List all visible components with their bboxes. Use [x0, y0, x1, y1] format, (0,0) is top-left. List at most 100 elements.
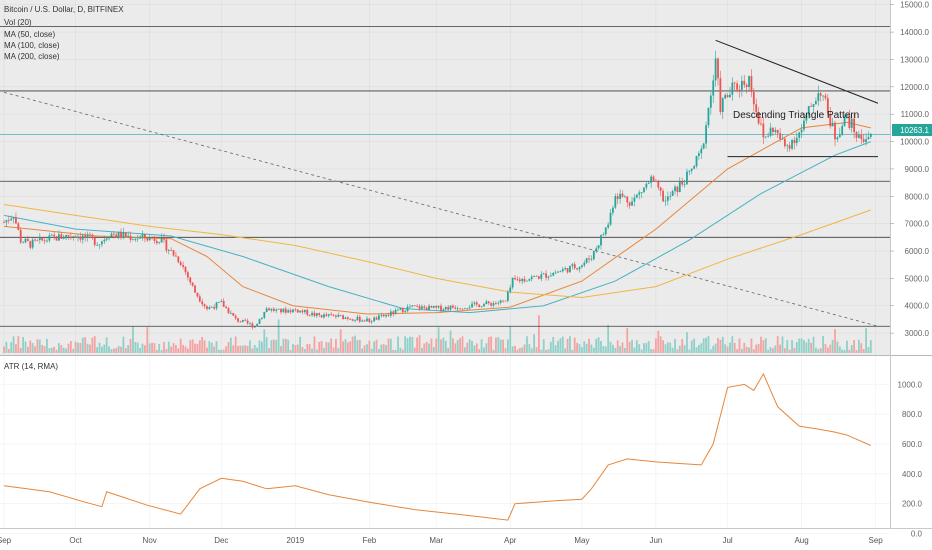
candle-body	[96, 244, 99, 246]
candle-body	[19, 229, 22, 243]
candle-body	[213, 306, 216, 309]
candle-body	[509, 287, 512, 292]
candle-body	[337, 314, 340, 317]
volume-bar	[385, 345, 387, 353]
volume-bar	[573, 337, 576, 353]
volume-bar	[595, 338, 598, 353]
volume-bar	[246, 345, 249, 353]
candle-body	[578, 267, 581, 270]
volume-bar	[475, 343, 478, 353]
candle-body	[698, 153, 700, 156]
candle-body	[196, 292, 199, 297]
candle-body	[487, 301, 490, 304]
volume-bar	[127, 345, 130, 353]
volume-bar	[67, 343, 70, 353]
volume-bar	[373, 341, 376, 353]
volume-bar	[602, 346, 605, 353]
volume-bar	[483, 347, 485, 353]
candle-body	[552, 272, 555, 276]
candle-body	[55, 236, 58, 241]
volume-bar	[349, 341, 352, 353]
volume-bar	[463, 347, 466, 353]
candle-body	[134, 238, 137, 240]
candle-body	[38, 237, 41, 241]
price-tick-label: 11000.0	[901, 110, 930, 119]
volume-bar	[690, 340, 693, 353]
candle-body	[817, 93, 820, 102]
volume-bar	[186, 348, 189, 353]
legend-item[interactable]: Vol (20)	[4, 18, 32, 27]
volume-bar	[46, 338, 48, 353]
candle-body	[600, 235, 602, 246]
candle-body	[695, 155, 698, 167]
candle-body	[836, 137, 839, 140]
candle-body	[791, 140, 793, 149]
candle-body	[767, 135, 770, 137]
volume-bar	[284, 338, 287, 353]
legend-item[interactable]: MA (50, close)	[4, 30, 55, 39]
time-tick-label: Oct	[69, 536, 82, 545]
volume-bar	[628, 341, 631, 353]
legend-item[interactable]: MA (200, close)	[4, 52, 60, 61]
volume-bar	[60, 345, 63, 353]
volume-bar	[26, 346, 29, 353]
candle-body	[206, 306, 208, 309]
candle-body	[17, 223, 20, 230]
volume-bar	[843, 349, 846, 353]
candle-body	[22, 242, 25, 244]
candle-body	[385, 314, 387, 317]
volume-bar	[506, 339, 509, 353]
atr-tick-label: 200.0	[902, 500, 923, 509]
volume-bar	[232, 345, 235, 353]
volume-bar	[643, 343, 645, 353]
candle-body	[841, 125, 844, 135]
candle-body	[124, 232, 127, 237]
candle-body	[342, 315, 344, 320]
candle-body	[729, 94, 731, 98]
candle-body	[409, 306, 411, 308]
price-axis[interactable]: 15000.0 14000.0 13000.0 12000.0 11000.0 10000…	[890, 1, 930, 338]
volume-bar	[640, 349, 643, 353]
volume-bar	[860, 343, 863, 353]
volume-bar	[170, 346, 173, 353]
candle-body	[3, 222, 5, 224]
candle-body	[165, 239, 168, 251]
candle-body	[389, 311, 392, 316]
volume-bar	[413, 347, 416, 353]
volume-bar	[621, 342, 624, 353]
candle-body	[803, 120, 805, 130]
candle-body	[127, 235, 130, 237]
price-axis-bg	[890, 0, 932, 528]
atr-series-line	[3, 372, 872, 521]
volume-bar	[53, 346, 56, 353]
volume-bar	[829, 344, 832, 353]
time-axis[interactable]: Sep Oct Nov Dec 2019 Feb Mar Apr May Jun Jul Aug Sep	[0, 536, 883, 545]
volume-bar	[444, 340, 447, 353]
volume-bar	[585, 343, 588, 353]
atr-tick-label: 0.0	[911, 530, 923, 539]
volume-bar	[726, 346, 729, 353]
volume-bar	[282, 338, 285, 353]
candle-body	[826, 98, 829, 114]
volume-bar	[313, 336, 316, 353]
volume-bar	[588, 338, 590, 353]
candle-body	[26, 238, 29, 241]
legend-item[interactable]: MA (100, close)	[4, 41, 60, 50]
volume-bar	[234, 336, 237, 353]
candle-body	[850, 118, 853, 128]
candle-body	[750, 76, 753, 93]
candle-body	[853, 118, 856, 133]
volume-bar	[834, 329, 836, 353]
volume-bar	[358, 339, 361, 353]
candle-body	[726, 95, 729, 98]
candle-body	[738, 89, 741, 91]
atr-axis[interactable]: 1000.0 800.0 600.0 400.0 200.0 0.0	[898, 380, 923, 538]
volume-bar	[306, 343, 309, 353]
candle-body	[688, 170, 691, 172]
candle-body	[444, 307, 447, 310]
volume-bar	[492, 349, 495, 353]
time-tick-label: 2019	[286, 536, 304, 545]
volume-bar	[292, 343, 294, 353]
volume-bar	[93, 336, 96, 353]
